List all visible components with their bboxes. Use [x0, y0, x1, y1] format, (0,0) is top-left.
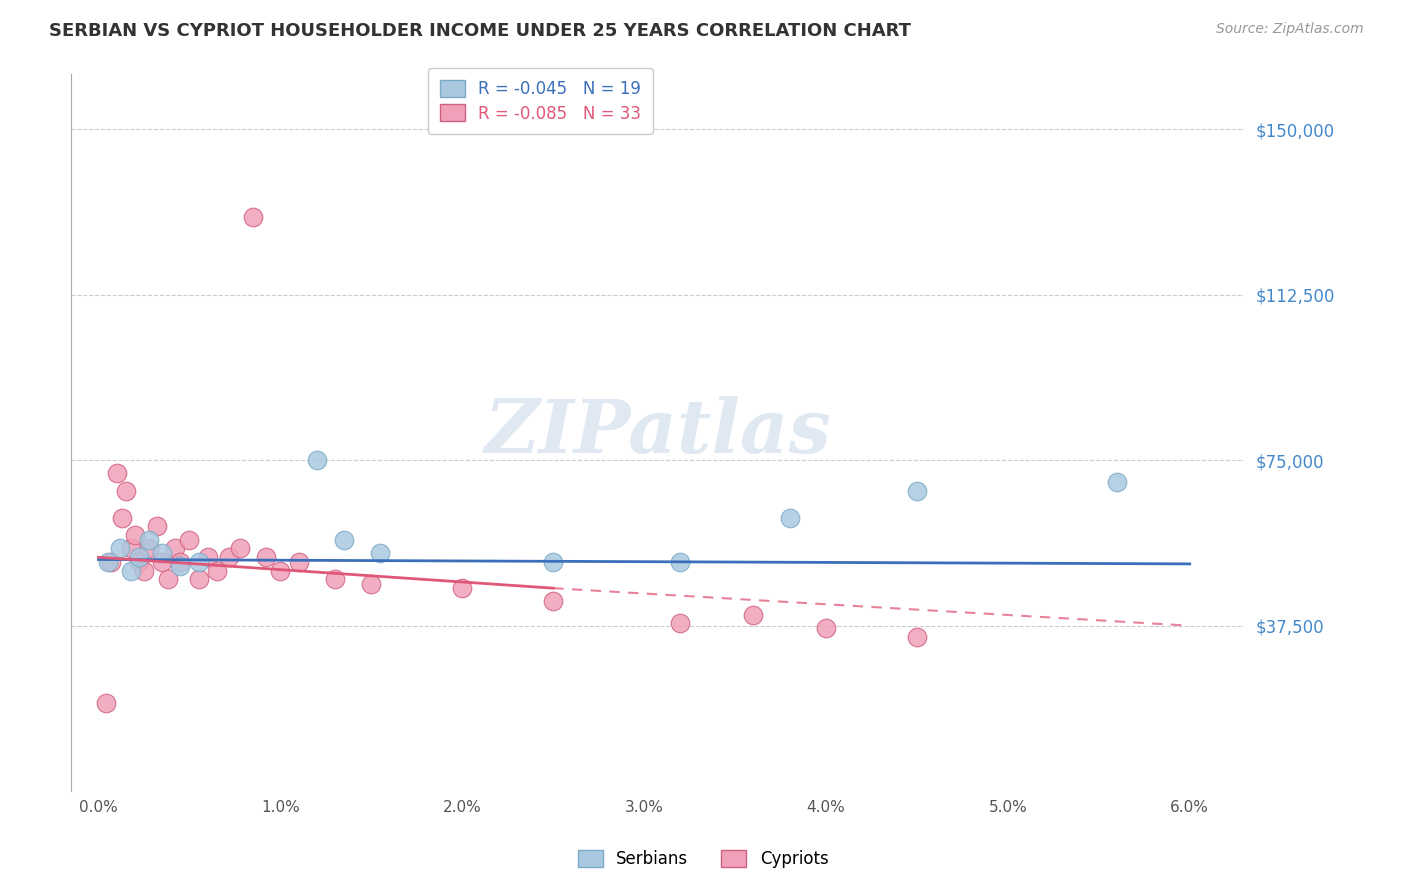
Point [451, 581, 474, 595]
Point [218, 550, 240, 565]
Point [541, 555, 564, 569]
Point [742, 607, 765, 622]
Point [305, 453, 328, 467]
Point [169, 555, 191, 569]
Point [114, 484, 136, 499]
Point [287, 555, 309, 569]
Point [333, 533, 356, 547]
Point [132, 564, 155, 578]
Point [169, 559, 191, 574]
Point [1105, 475, 1128, 490]
Point [97, 555, 120, 569]
Point [128, 555, 150, 569]
Point [105, 467, 128, 481]
Point [905, 484, 928, 499]
Point [124, 528, 146, 542]
Legend: R = -0.045   N = 19, R = -0.085   N = 33: R = -0.045 N = 19, R = -0.085 N = 33 [427, 68, 652, 134]
Point [187, 555, 209, 569]
Point [370, 546, 392, 560]
Point [120, 541, 142, 556]
Point [360, 576, 382, 591]
Point [814, 621, 837, 635]
Point [242, 211, 264, 225]
Point [187, 572, 209, 586]
Point [541, 594, 564, 608]
Point [269, 564, 291, 578]
Point [905, 630, 928, 644]
Point [156, 572, 179, 586]
Point [163, 541, 186, 556]
Point [94, 696, 117, 710]
Point [150, 555, 173, 569]
Text: Source: ZipAtlas.com: Source: ZipAtlas.com [1216, 22, 1364, 37]
Legend: Serbians, Cypriots: Serbians, Cypriots [571, 843, 835, 875]
Point [111, 510, 134, 524]
Point [323, 572, 346, 586]
Point [669, 616, 692, 631]
Point [145, 519, 167, 533]
Point [669, 555, 692, 569]
Point [179, 533, 201, 547]
Text: ZIPatlas: ZIPatlas [484, 396, 831, 469]
Point [779, 510, 801, 524]
Point [100, 555, 122, 569]
Point [128, 550, 150, 565]
Point [138, 533, 160, 547]
Point [138, 541, 160, 556]
Point [150, 546, 173, 560]
Point [229, 541, 252, 556]
Point [205, 564, 228, 578]
Point [120, 564, 142, 578]
Point [197, 550, 219, 565]
Text: SERBIAN VS CYPRIOT HOUSEHOLDER INCOME UNDER 25 YEARS CORRELATION CHART: SERBIAN VS CYPRIOT HOUSEHOLDER INCOME UN… [49, 22, 911, 40]
Point [254, 550, 277, 565]
Point [110, 541, 132, 556]
